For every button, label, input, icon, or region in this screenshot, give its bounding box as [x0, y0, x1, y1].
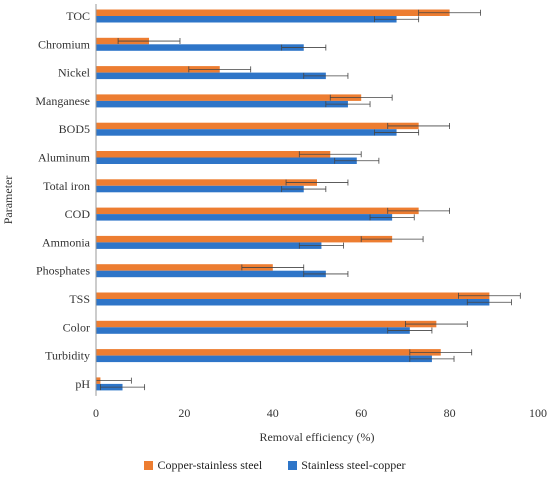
legend-swatch-copper-stainless: [144, 461, 154, 470]
legend-swatch-stainless-copper: [288, 461, 298, 470]
y-tick-labels: TOC Chromium Nickel Manganese BOD5 Aluminum To…: [35, 9, 90, 391]
bar-turbidity-s0: [96, 349, 441, 356]
legend-label-stainless-copper: Stainless steel-copper: [301, 458, 406, 472]
legend: Copper-stainless steel Stainless steel-c…: [0, 458, 550, 473]
bar-cod-s1: [96, 214, 393, 221]
bar-ammonia-s1: [96, 242, 322, 249]
x-tick-label-20: 20: [178, 406, 190, 420]
x-tick-label-0: 0: [93, 406, 99, 420]
y-tick-label-cod: COD: [65, 207, 91, 221]
y-tick-label-manganese: Manganese: [35, 94, 90, 108]
error-bars-group: [95, 9, 521, 391]
bar-tss-s0: [96, 292, 490, 299]
bar-nickel-s1: [96, 72, 326, 80]
x-tick-label-100: 100: [529, 406, 547, 420]
bar-color-s1: [96, 327, 410, 334]
legend-item-copper-stainless: Copper-stainless steel: [144, 458, 262, 473]
y-tick-label-bod5: BOD5: [59, 122, 90, 136]
y-tick-label-ammonia: Ammonia: [42, 235, 91, 249]
bar-manganese-s1: [96, 100, 348, 108]
bar-manganese-s0: [96, 94, 362, 101]
bar-aluminum-s0: [96, 151, 331, 158]
bar-color-s0: [96, 320, 437, 328]
x-tick-labels: 0 20 40 60 80 100: [93, 406, 547, 420]
bar-chromium-s1: [96, 44, 304, 51]
bar-tss-s1: [96, 299, 490, 306]
bar-ammonia-s0: [96, 235, 393, 243]
bars-group: [96, 9, 490, 391]
bar-cod-s0: [96, 207, 419, 215]
bar-aluminum-s1: [96, 157, 357, 164]
y-tick-label-nickel: Nickel: [58, 66, 91, 80]
y-tick-label-aluminum: Aluminum: [38, 151, 91, 165]
y-tick-label-toc: TOC: [66, 9, 90, 23]
bar-phosphates-s0: [96, 264, 273, 271]
y-tick-label-chromium: Chromium: [38, 37, 91, 51]
x-tick-label-60: 60: [355, 406, 367, 420]
bar-nickel-s0: [96, 66, 220, 73]
bar-toc-s1: [96, 16, 397, 23]
y-tick-label-color: Color: [63, 320, 90, 334]
y-tick-label-turbidity: Turbidity: [45, 349, 90, 363]
x-axis-title: Removal efficiency (%): [259, 430, 374, 444]
bar-turbidity-s1: [96, 355, 432, 363]
x-tick-label-40: 40: [267, 406, 279, 420]
y-tick-label-ph: pH: [75, 377, 90, 391]
x-tick-label-80: 80: [444, 406, 456, 420]
y-tick-label-phosphates: Phosphates: [36, 264, 90, 278]
legend-label-copper-stainless: Copper-stainless steel: [157, 458, 263, 472]
bar-bod5-s1: [96, 129, 397, 136]
y-axis-title: Parameter: [1, 176, 15, 225]
legend-item-stainless-copper: Stainless steel-copper: [288, 458, 406, 473]
bar-phosphates-s1: [96, 270, 326, 278]
bar-total-iron-s1: [96, 185, 304, 193]
bar-toc-s0: [96, 9, 450, 16]
y-tick-label-total-iron: Total iron: [43, 179, 90, 193]
bar-total-iron-s0: [96, 179, 317, 186]
bar-bod5-s0: [96, 122, 419, 130]
y-tick-label-tss: TSS: [69, 292, 90, 306]
